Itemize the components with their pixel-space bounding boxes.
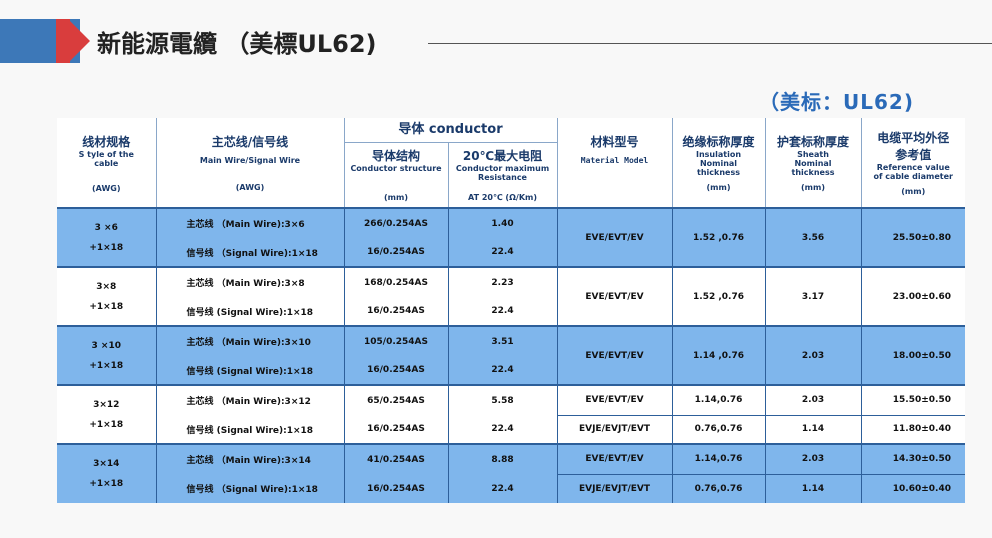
header-resistance: 20℃最大电阻 Conductor maximum Resistance AT …	[455, 149, 550, 202]
table-row: 信号线 (Signal Wire):1×18 16/0.254AS 22.4	[57, 356, 965, 385]
diameter-cell: 25.50±0.80	[861, 208, 965, 267]
header-structure: 导体结构 Conductor structure (mm)	[345, 143, 449, 206]
table-row: 信号线 （Signal Wire):1×18 16/0.254AS 22.4	[57, 238, 965, 267]
header-insulation: 绝缘标称厚度 Insulation Nominal thickness (mm)	[672, 118, 766, 209]
table-row: 信号线 （Signal Wire):1×18 16/0.254AS 22.4 E…	[57, 473, 965, 503]
material-cell: EVJE/EVJT/EVT	[557, 414, 673, 444]
header-arrow-icon	[68, 19, 90, 63]
resistance-cell: 22.4	[448, 238, 558, 267]
cable-spec-table: 线材规格 S tyle of the cable (AWG) 主芯线/信号线 M…	[57, 118, 965, 503]
structure-cell: 65/0.254AS	[344, 384, 449, 415]
header-wire: 主芯线/信号线 Main Wire/Signal Wire (AWG)	[156, 118, 345, 209]
structure-cell: 16/0.254AS	[344, 356, 449, 385]
sheath-cell: 2.03	[765, 384, 862, 415]
structure-cell: 105/0.254AS	[344, 325, 449, 356]
structure-cell: 16/0.254AS	[344, 297, 449, 326]
style-cell: 3 ×10 +1×18	[57, 325, 157, 385]
resistance-cell: 5.58	[448, 384, 558, 415]
insulation-cell: 1.52 ,0.76	[672, 266, 766, 326]
main-wire-cell: 主芯线 （Main Wire):3×14	[156, 443, 345, 474]
material-cell: EVE/EVT/EV	[557, 325, 673, 385]
resistance-cell: 3.51	[448, 325, 558, 356]
sheath-cell: 2.03	[765, 325, 862, 385]
sheath-cell: 3.17	[765, 266, 862, 326]
title-divider	[428, 43, 992, 44]
diameter-cell: 23.00±0.60	[861, 266, 965, 326]
material-cell: EVE/EVT/EV	[557, 208, 673, 267]
main-wire-cell: 主芯线 （Main Wire):3×6	[156, 208, 345, 238]
table-row: 信号线 (Signal Wire):1×18 16/0.254AS 22.4	[57, 297, 965, 326]
insulation-cell: 1.52 ,0.76	[672, 208, 766, 267]
diameter-cell: 10.60±0.40	[861, 473, 965, 503]
header-material: 材料型号 Material Model	[557, 118, 673, 209]
sheath-cell: 1.14	[765, 414, 862, 444]
page-title: 新能源電纜 （美標UL62)	[97, 30, 377, 58]
sheath-cell: 2.03	[765, 443, 862, 474]
standard-subtitle: （美标：UL62)	[759, 90, 914, 114]
structure-cell: 16/0.254AS	[344, 238, 449, 267]
material-cell: EVE/EVT/EV	[557, 443, 673, 474]
structure-cell: 16/0.254AS	[344, 474, 449, 503]
insulation-cell: 0.76,0.76	[672, 473, 766, 503]
resistance-cell: 22.4	[448, 415, 558, 444]
insulation-cell: 1.14,0.76	[672, 443, 766, 474]
signal-wire-cell: 信号线 (Signal Wire):1×18	[156, 415, 345, 444]
main-wire-cell: 主芯线 （Main Wire):3×12	[156, 384, 345, 415]
signal-wire-cell: 信号线 （Signal Wire):1×18	[156, 474, 345, 503]
insulation-cell: 1.14,0.76	[672, 384, 766, 415]
header-conductor: 导体 conductor 导体结构 Conductor structure (m…	[344, 118, 558, 209]
structure-cell: 41/0.254AS	[344, 443, 449, 474]
table-row: 信号线 (Signal Wire):1×18 16/0.254AS 22.4 E…	[57, 414, 965, 444]
header-style: 线材规格 S tyle of the cable (AWG)	[57, 118, 157, 209]
structure-cell: 168/0.254AS	[344, 266, 449, 297]
style-cell: 3×14 +1×18	[57, 443, 157, 503]
material-cell: EVJE/EVJT/EVT	[557, 473, 673, 503]
material-cell: EVE/EVT/EV	[557, 266, 673, 326]
style-cell: 3 ×6 +1×18	[57, 208, 157, 267]
insulation-cell: 0.76,0.76	[672, 414, 766, 444]
table-row: 3×8 +1×18 主芯线 （Main Wire):3×8 168/0.254AS…	[57, 266, 965, 326]
sheath-cell: 3.56	[765, 208, 862, 267]
structure-cell: 16/0.254AS	[344, 415, 449, 444]
resistance-cell: 1.40	[448, 208, 558, 238]
signal-wire-cell: 信号线 (Signal Wire):1×18	[156, 297, 345, 326]
main-wire-cell: 主芯线 （Main Wire):3×8	[156, 266, 345, 297]
resistance-cell: 22.4	[448, 474, 558, 503]
material-cell: EVE/EVT/EV	[557, 384, 673, 415]
diameter-cell: 15.50±0.50	[861, 384, 965, 415]
signal-wire-cell: 信号线 （Signal Wire):1×18	[156, 238, 345, 267]
structure-cell: 266/0.254AS	[344, 208, 449, 238]
header-sheath: 护套标称厚度 Sheath Nominal thickness (mm)	[765, 118, 862, 209]
resistance-cell: 22.4	[448, 297, 558, 326]
diameter-cell: 14.30±0.50	[861, 443, 965, 474]
style-cell: 3×12 +1×18	[57, 384, 157, 444]
style-cell: 3×8 +1×18	[57, 266, 157, 326]
table-row: 3×12 +1×18 主芯线 （Main Wire):3×12 65/0.254A…	[57, 384, 965, 444]
signal-wire-cell: 信号线 (Signal Wire):1×18	[156, 356, 345, 385]
main-wire-cell: 主芯线 （Main Wire):3×10	[156, 325, 345, 356]
diameter-cell: 18.00±0.50	[861, 325, 965, 385]
insulation-cell: 1.14 ,0.76	[672, 325, 766, 385]
diameter-cell: 11.80±0.40	[861, 414, 965, 444]
sheath-cell: 1.14	[765, 473, 862, 503]
table-row: 3×14 +1×18 主芯线 （Main Wire):3×14 41/0.254A…	[57, 443, 965, 503]
table-row: 3 ×10 +1×18 主芯线 （Main Wire):3×10 105/0.25…	[57, 325, 965, 385]
header-diameter: 电缆平均外径 参考值 Reference value of cable diam…	[861, 118, 965, 209]
resistance-cell: 2.23	[448, 266, 558, 297]
header-red-bar	[56, 19, 70, 63]
table-row: 3 ×6 +1×18 主芯线 （Main Wire):3×6 266/0.254A…	[57, 208, 965, 267]
resistance-cell: 22.4	[448, 356, 558, 385]
resistance-cell: 8.88	[448, 443, 558, 474]
